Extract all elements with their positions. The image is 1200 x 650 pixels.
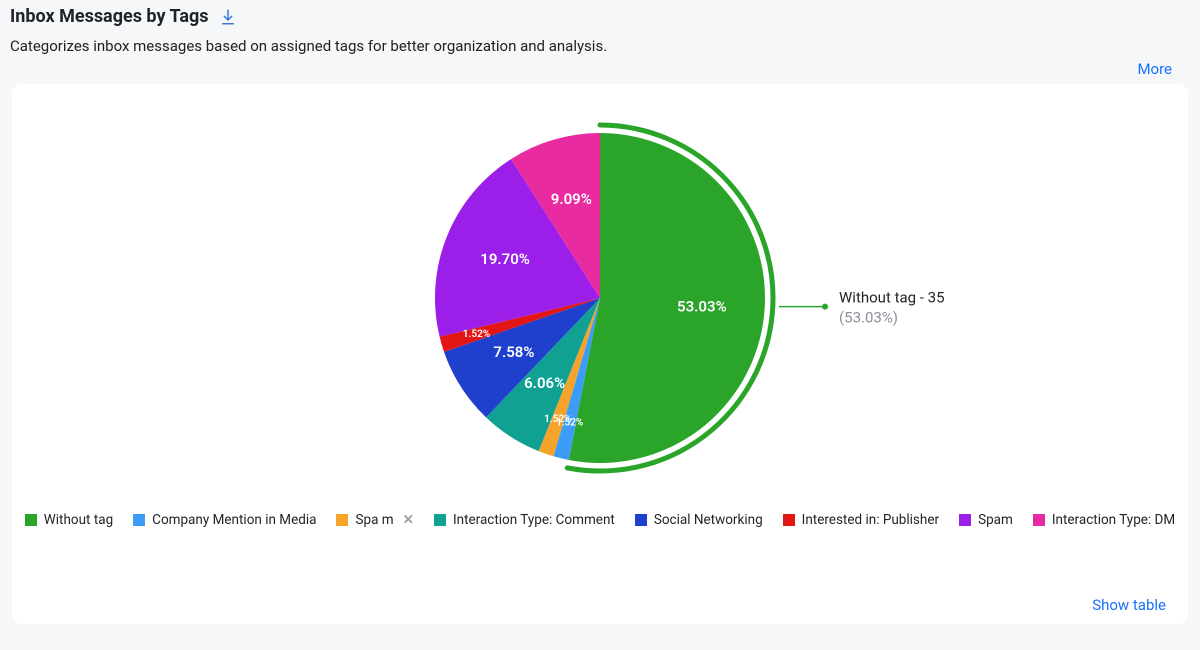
legend-item[interactable]: Interaction Type: DM: [1033, 512, 1175, 528]
legend-item[interactable]: Company Mention in Media: [133, 512, 316, 528]
pie-slice-label: 7.58%: [493, 343, 534, 361]
more-link[interactable]: More: [1137, 60, 1172, 78]
legend-item[interactable]: Without tag: [25, 512, 113, 528]
callout-sub: (53.03%): [839, 309, 898, 327]
legend-remove-icon[interactable]: ✕: [403, 512, 414, 528]
pie-slice-label: 9.09%: [551, 190, 592, 208]
legend-label: Interaction Type: DM: [1052, 512, 1175, 528]
pie-slice-label: 6.06%: [524, 374, 565, 392]
legend-label: Company Mention in Media: [152, 512, 316, 528]
legend-label: Spa m: [355, 512, 393, 528]
pie-chart: 53.03%1.52%1.52%6.06%7.58%1.52%19.70%9.0…: [120, 98, 1080, 498]
pie-slice-label: 1.52%: [544, 414, 571, 425]
chart-legend: Without tag Company Mention in Media Spa m…: [22, 512, 1178, 528]
legend-item[interactable]: Spa m ✕: [336, 512, 413, 528]
legend-label: Interested in: Publisher: [802, 512, 939, 528]
legend-item[interactable]: Social Networking: [635, 512, 763, 528]
pie-slice-label: 19.70%: [480, 250, 530, 268]
legend-swatch: [783, 514, 795, 526]
legend-label: Spam: [978, 512, 1013, 528]
download-icon[interactable]: [219, 8, 237, 26]
legend-item[interactable]: Interested in: Publisher: [783, 512, 939, 528]
legend-label: Interaction Type: Comment: [453, 512, 615, 528]
pie-slice-label: 53.03%: [677, 298, 727, 316]
legend-label: Social Networking: [654, 512, 763, 528]
pie-slice-label: 1.52%: [463, 329, 490, 340]
legend-swatch: [434, 514, 446, 526]
callout-title: Without tag - 35: [839, 289, 945, 307]
legend-item[interactable]: Interaction Type: Comment: [434, 512, 615, 528]
chart-card: 53.03%1.52%1.52%6.06%7.58%1.52%19.70%9.0…: [12, 84, 1188, 624]
callout-dot: [822, 304, 828, 310]
legend-swatch: [25, 514, 37, 526]
legend-swatch: [133, 514, 145, 526]
legend-swatch: [1033, 514, 1045, 526]
legend-swatch: [336, 514, 348, 526]
legend-swatch: [959, 514, 971, 526]
show-table-link[interactable]: Show table: [1092, 596, 1166, 614]
page-subtitle: Categorizes inbox messages based on assi…: [10, 37, 1190, 55]
legend-label: Without tag: [44, 512, 113, 528]
legend-item[interactable]: Spam: [959, 512, 1013, 528]
page-title: Inbox Messages by Tags: [10, 6, 209, 27]
legend-swatch: [635, 514, 647, 526]
